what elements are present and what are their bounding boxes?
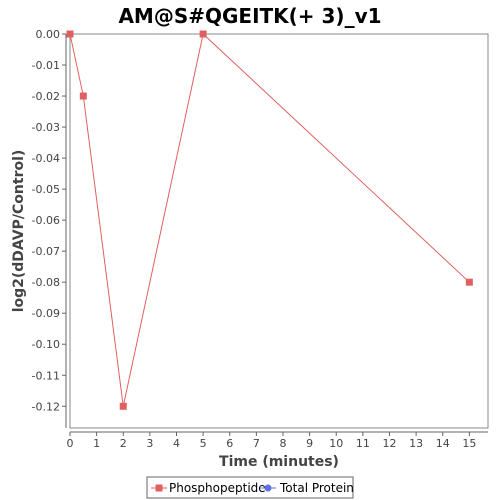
x-tick-label: 1 <box>93 437 100 450</box>
legend-phosphopeptide-label: Phosphopeptide <box>169 481 266 495</box>
legend-total-protein-label: Total Protein <box>279 481 354 495</box>
x-tick-label: 6 <box>226 437 233 450</box>
y-tick-label: -0.12 <box>32 400 60 413</box>
chart-title: AM@S#QGEITK(+ 3)_v1 <box>118 4 381 28</box>
y-tick-label: -0.06 <box>32 214 60 227</box>
legend-total-protein-marker <box>264 484 272 492</box>
y-axis: 0.00 -0.01 -0.02 -0.03 -0.04 -0.05 -0.06 -0.07 -… <box>32 28 67 428</box>
y-tick-label: -0.07 <box>32 245 60 258</box>
x-tick-label: 9 <box>306 437 313 450</box>
x-tick-label: 11 <box>356 437 370 450</box>
series-layer <box>66 30 473 410</box>
plot-area <box>69 33 489 429</box>
legend-box <box>146 476 354 499</box>
x-tick-label: 7 <box>253 437 260 450</box>
y-tick-label: -0.05 <box>32 183 60 196</box>
y-tick-label: -0.11 <box>32 369 60 382</box>
x-tick-label: 5 <box>200 437 207 450</box>
x-tick-label: 13 <box>409 437 423 450</box>
x-tick-label: 10 <box>329 437 343 450</box>
legend: Phosphopeptide Total Protein <box>146 476 354 499</box>
data-point <box>199 30 207 38</box>
x-axis-label: Time (minutes) <box>219 454 339 470</box>
y-tick-label: -0.04 <box>32 152 60 165</box>
x-tick-label: 4 <box>173 437 180 450</box>
x-tick-label: 12 <box>382 437 396 450</box>
data-point <box>465 278 473 286</box>
x-tick-label: 3 <box>146 437 153 450</box>
y-tick-label: -0.01 <box>32 59 60 72</box>
y-tick-label: -0.09 <box>32 307 60 320</box>
data-point <box>79 92 87 100</box>
x-tick-label: 14 <box>436 437 450 450</box>
legend-phosphopeptide-marker <box>155 484 163 492</box>
x-axis: 0 1 2 3 4 5 6 7 8 9 10 11 12 13 14 15 <box>67 431 488 450</box>
data-point <box>66 30 74 38</box>
y-tick-label: 0.00 <box>36 28 61 41</box>
x-tick-label: 15 <box>462 437 476 450</box>
data-point <box>119 402 127 410</box>
x-tick-label: 8 <box>279 437 286 450</box>
y-tick-label: -0.08 <box>32 276 60 289</box>
x-tick-label: 0 <box>67 437 74 450</box>
x-tick-label: 2 <box>120 437 127 450</box>
y-tick-label: -0.02 <box>32 90 60 103</box>
y-axis-label: log2(dDAVP/Control) <box>11 150 27 313</box>
y-tick-label: -0.03 <box>32 121 60 134</box>
y-tick-label: -0.10 <box>32 338 60 351</box>
